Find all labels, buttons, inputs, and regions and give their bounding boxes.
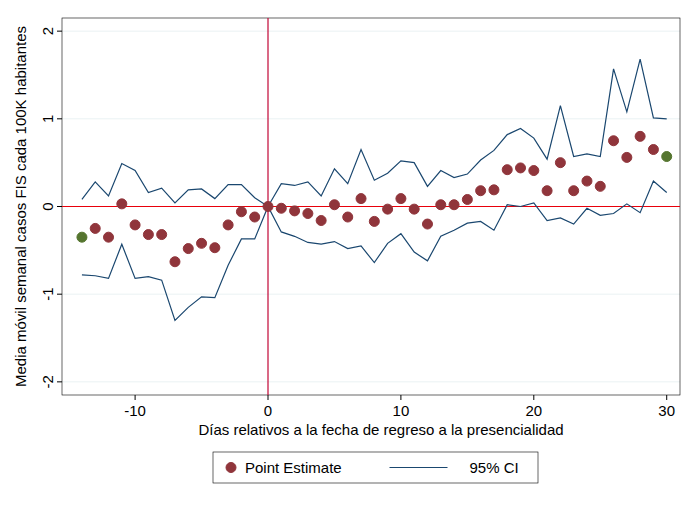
point <box>236 207 246 217</box>
grid-line <box>62 381 680 382</box>
point <box>396 194 406 204</box>
point <box>383 204 393 214</box>
x-tick <box>400 395 401 400</box>
y-tick <box>57 118 62 119</box>
y-tick-label: 2 <box>39 27 56 35</box>
grid-line <box>62 294 680 295</box>
reference-line <box>62 206 680 207</box>
x-tick-label: 10 <box>393 402 410 419</box>
point <box>130 220 140 230</box>
point <box>250 212 260 222</box>
point <box>303 209 313 219</box>
ci-line <box>82 181 667 320</box>
ci-line <box>82 59 667 206</box>
legend-label: Point Estimate <box>245 459 342 476</box>
point <box>276 203 286 213</box>
chart: -2-1012-100102030Días relativos a la fec… <box>0 0 699 509</box>
point <box>648 145 658 155</box>
y-tick-label: -2 <box>39 375 56 388</box>
point <box>369 216 379 226</box>
x-axis-title: Días relativos a la fecha de regreso a l… <box>198 421 563 438</box>
point <box>449 200 459 210</box>
y-tick <box>57 294 62 295</box>
point <box>542 186 552 196</box>
y-tick <box>57 381 62 382</box>
legend-marker <box>226 463 236 473</box>
point <box>462 194 472 204</box>
point <box>476 186 486 196</box>
y-tick <box>57 31 62 32</box>
y-axis-title: Media móvil semanal casos FIS cada 100K … <box>12 26 29 387</box>
point <box>316 216 326 226</box>
point <box>609 136 619 146</box>
point <box>582 176 592 186</box>
point <box>263 202 273 212</box>
grid-line <box>62 206 680 207</box>
point <box>409 204 419 214</box>
point <box>183 244 193 254</box>
point <box>117 199 127 209</box>
point <box>529 166 539 176</box>
point <box>635 131 645 141</box>
x-tick <box>268 395 269 400</box>
grid-line <box>62 118 680 119</box>
point <box>422 219 432 229</box>
point <box>436 200 446 210</box>
point <box>90 223 100 233</box>
plot-frame <box>62 18 680 395</box>
y-tick-label: -1 <box>39 288 56 301</box>
x-tick-label: 20 <box>525 402 542 419</box>
x-tick <box>135 395 136 400</box>
x-tick <box>533 395 534 400</box>
point <box>143 230 153 240</box>
background <box>0 0 699 509</box>
point <box>622 152 632 162</box>
point <box>595 181 605 191</box>
x-tick-label: 30 <box>658 402 675 419</box>
point <box>343 212 353 222</box>
point <box>197 238 207 248</box>
point <box>569 186 579 196</box>
y-tick-label: 1 <box>39 115 56 123</box>
point <box>489 185 499 195</box>
legend-line <box>390 467 448 468</box>
point <box>290 206 300 216</box>
plot-area <box>62 18 680 395</box>
point <box>662 152 672 162</box>
x-tick-label: 0 <box>264 402 272 419</box>
point <box>356 194 366 204</box>
point <box>104 232 114 242</box>
point <box>223 220 233 230</box>
point <box>170 257 180 267</box>
point <box>555 158 565 168</box>
point <box>502 165 512 175</box>
point <box>210 243 220 253</box>
y-tick <box>57 206 62 207</box>
legend-label: 95% CI <box>470 459 519 476</box>
point <box>77 232 87 242</box>
point <box>516 163 526 173</box>
y-tick-label: 0 <box>39 202 56 210</box>
x-tick-label: -10 <box>124 402 146 419</box>
grid-line <box>62 31 680 32</box>
point <box>329 200 339 210</box>
x-tick <box>666 395 667 400</box>
legend-box <box>213 452 538 483</box>
point <box>157 230 167 240</box>
